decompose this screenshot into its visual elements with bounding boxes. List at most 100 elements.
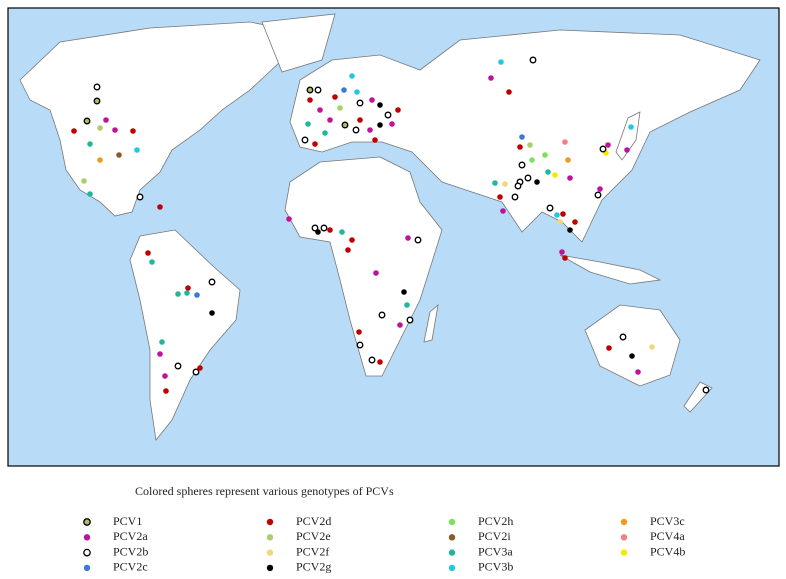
genotype-dot [307,97,313,103]
genotype-dot [406,316,414,324]
genotype-dot [369,97,375,103]
genotype-dot [103,117,109,123]
legend-label: PCV2d [296,514,331,528]
legend-label: PCV1 [113,514,142,528]
genotype-dot [401,289,407,295]
genotype-dot [327,117,333,123]
legend-swatch [266,534,274,541]
legend-swatch [266,549,274,556]
genotype-dot [130,128,136,134]
genotype-dot [116,152,122,158]
genotype-dot [301,136,309,144]
genotype-dot [405,235,411,241]
genotype-dot [534,179,540,185]
genotype-dot [93,83,101,91]
genotype-dot [502,181,508,187]
genotype-dot [635,369,641,375]
legend-label: PCV2i [478,529,511,543]
legend-swatch [83,548,91,557]
genotype-dot [322,130,328,136]
genotype-dot [112,127,118,133]
genotype-dot [500,208,506,214]
legend-swatch [620,518,628,526]
genotype-dot [312,141,318,147]
genotype-dot [341,121,349,129]
genotype-dot [97,157,103,163]
genotype-dot [356,99,364,107]
genotype-dot [542,152,548,158]
genotype-dot [149,259,155,265]
genotype-dot [594,191,602,199]
genotype-dot [93,97,101,105]
genotype-dot [605,142,611,148]
legend-label: PCV2h [478,514,513,528]
genotype-dot [395,107,401,113]
legend-label: PCV2f [296,544,329,558]
legend-swatch [266,518,274,526]
genotype-dot [628,124,634,130]
greenland [261,13,336,73]
genotype-dot [567,227,573,233]
genotype-dot [506,89,512,95]
genotype-dot [619,333,627,341]
australia [584,304,681,387]
legend-swatch [448,549,456,556]
genotype-dot [157,351,163,357]
genotype-dot [599,145,607,153]
genotype-dot [349,73,355,79]
genotype-dot [524,174,532,182]
genotype-dot [373,270,379,276]
legend-swatch [83,534,91,541]
genotype-dot [389,121,395,127]
legend-swatch [448,564,456,572]
legend-swatch [83,518,91,526]
legend-swatch [448,534,456,541]
legend-label: PCV3b [478,560,513,574]
genotype-dot [404,302,410,308]
genotype-dot [367,127,373,133]
genotype-dot [368,356,376,364]
africa [284,156,443,377]
legend-label: PCV3c [650,514,685,528]
genotype-dot [560,211,566,217]
genotype-dot [208,278,216,286]
genotype-dot [377,122,383,128]
genotype-dot [185,285,191,291]
genotype-dot [314,86,322,94]
genotype-dot [562,255,568,261]
genotype-dot [311,224,319,232]
genotype-dot [305,121,311,127]
genotype-dot [157,204,163,210]
legend-label: PCV2c [113,560,148,574]
genotype-dot [597,186,603,192]
legend-swatch [266,564,274,572]
genotype-dot [649,344,655,350]
genotype-dot [357,117,363,123]
genotype-dot [83,117,91,125]
genotype-dot [559,249,565,255]
indonesia [559,254,662,285]
genotype-dot [518,161,526,169]
genotype-dot [514,182,522,190]
genotype-dot [286,216,292,222]
genotype-dot [702,386,710,394]
legend-label: PCV4b [650,544,685,558]
genotype-dot [511,193,519,201]
genotype-dot [606,345,612,351]
genotype-dot [87,191,93,197]
genotype-dot [527,142,533,148]
genotype-dot [197,365,203,371]
genotype-dot [159,339,165,345]
genotype-dot [163,388,169,394]
genotype-dot [356,341,364,349]
genotype-dot [562,139,568,145]
genotype-dot [545,169,551,175]
genotype-dot [87,141,93,147]
genotype-dot [327,227,333,233]
genotype-dot [194,292,200,298]
genotype-dot [315,229,321,235]
eurasia [289,29,761,243]
genotype-dot [317,107,323,113]
genotype-dot [306,86,314,94]
